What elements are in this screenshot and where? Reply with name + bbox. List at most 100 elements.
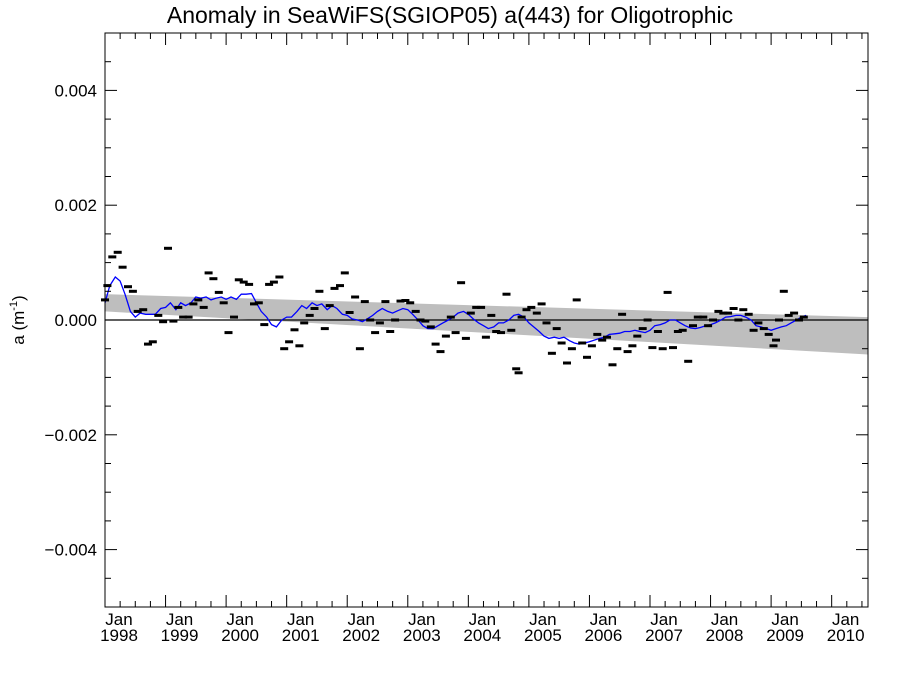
x-tick-label-year: 2007 (645, 626, 683, 645)
anomaly-point (234, 278, 243, 282)
anomaly-point (633, 334, 642, 338)
anomaly-point (260, 323, 269, 327)
anomaly-point (108, 255, 117, 259)
anomaly-point (623, 350, 632, 354)
anomaly-point (759, 327, 768, 331)
anomaly-point (608, 363, 617, 367)
anomaly-point (189, 302, 198, 306)
anomaly-point (133, 309, 142, 313)
x-tick-label-year: 2009 (766, 626, 804, 645)
anomaly-point (340, 271, 349, 275)
anomaly-point (678, 328, 687, 332)
anomaly-point (265, 282, 274, 286)
anomaly-point (542, 321, 551, 325)
anomaly-point (118, 265, 127, 269)
anomaly-point (704, 324, 713, 328)
anomaly-point (179, 315, 188, 319)
anomaly-point (124, 285, 132, 289)
anomaly-point (714, 309, 723, 313)
anomaly-point (466, 311, 475, 315)
anomaly-point (386, 330, 395, 333)
anomaly-point (330, 286, 339, 290)
anomaly-point (446, 315, 455, 319)
y-tick-label: −0.002 (45, 426, 97, 445)
x-tick-label-month: Jan (529, 610, 556, 629)
anomaly-point (598, 338, 607, 342)
x-tick-label-year: 2001 (282, 626, 320, 645)
x-tick-label-year: 1999 (161, 626, 199, 645)
x-tick-label-year: 2008 (706, 626, 744, 645)
anomaly-point (315, 289, 324, 293)
anomaly-point (310, 307, 319, 310)
anomaly-point (507, 328, 516, 332)
anomaly-point (355, 347, 364, 351)
anomaly-point (628, 344, 637, 348)
anomaly-point (643, 318, 652, 322)
x-tick-label-year: 2006 (585, 626, 623, 645)
anomaly-point (572, 298, 581, 302)
anomaly-point (159, 320, 168, 324)
anomaly-point (618, 312, 627, 316)
anomaly-point (779, 289, 788, 293)
anomaly-point (254, 301, 263, 305)
anomaly-point (169, 319, 178, 323)
anomaly-point (461, 336, 470, 340)
x-tick-label-month: Jan (650, 610, 677, 629)
trend-band (105, 294, 868, 355)
anomaly-point (411, 309, 420, 313)
anomaly-point (472, 305, 481, 309)
anomaly-point (754, 321, 763, 325)
anomaly-point (224, 331, 233, 335)
anomaly-point (537, 302, 546, 306)
anomaly-point (396, 299, 405, 303)
anomaly-point (269, 280, 278, 284)
anomaly-point (477, 305, 486, 309)
anomaly-point (653, 330, 662, 333)
anomaly-point (514, 371, 523, 375)
anomaly-point (567, 347, 576, 351)
anomaly-point (194, 298, 203, 302)
y-tick-label: −0.004 (45, 541, 97, 560)
anomaly-point (799, 315, 808, 319)
anomaly-point (764, 332, 773, 336)
anomaly-point (290, 328, 299, 332)
anomaly-point (128, 289, 137, 293)
anomaly-point (199, 305, 208, 309)
x-tick-label-year: 2004 (463, 626, 501, 645)
anomaly-point (603, 335, 611, 339)
anomaly-point (673, 330, 682, 333)
anomaly-point (769, 344, 778, 348)
anomaly-point (320, 327, 329, 331)
anomaly-point (351, 295, 360, 299)
x-tick-label-month: Jan (105, 610, 132, 629)
anomaly-point (426, 325, 435, 329)
chart-title: Anomaly in SeaWiFS(SGIOP05) a(443) for O… (166, 2, 734, 28)
anomaly-point (174, 305, 183, 309)
anomaly-point (689, 324, 697, 328)
anomaly-point (148, 340, 157, 344)
anomaly-point (280, 347, 289, 351)
x-tick-label-month: Jan (408, 610, 435, 629)
anomaly-point (532, 311, 541, 315)
anomaly-point (547, 351, 556, 355)
anomaly-point (391, 318, 400, 322)
x-tick-label-month: Jan (287, 610, 314, 629)
anomaly-point (502, 292, 511, 296)
anomaly-point (230, 315, 238, 319)
x-tick-label-month: Jan (226, 610, 253, 629)
anomaly-point (275, 275, 284, 279)
trend-band-layer (105, 294, 868, 355)
anomaly-point (305, 313, 314, 317)
running-mean-line (104, 276, 807, 345)
anomaly-point (103, 284, 112, 288)
anomaly-point (214, 290, 223, 294)
anomaly-point (457, 281, 466, 285)
anomaly-point (527, 305, 536, 309)
x-tick-label-month: Jan (166, 610, 193, 629)
y-axis-label: a (m-1) (8, 295, 28, 344)
anomaly-point (749, 328, 758, 332)
anomaly-point (613, 347, 622, 351)
anomaly-point (512, 367, 521, 371)
anomaly-point (436, 350, 445, 354)
